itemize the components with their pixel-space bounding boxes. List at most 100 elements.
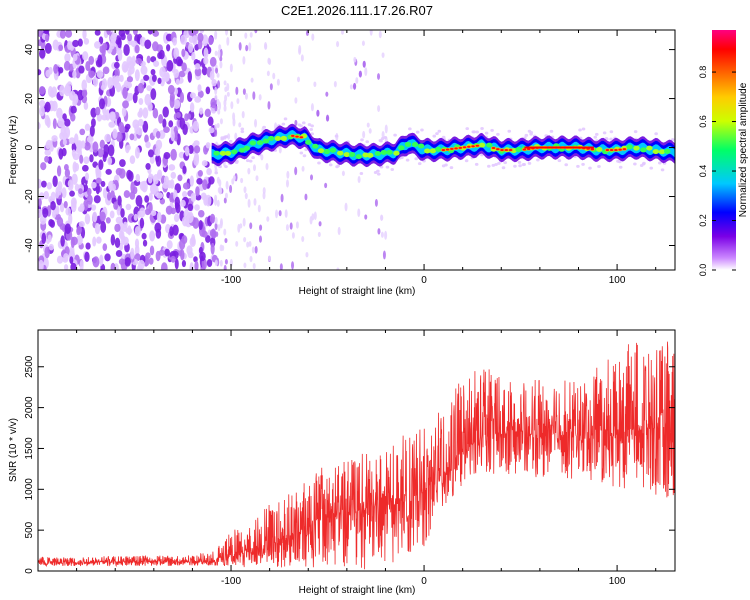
- faint-speckle: [325, 91, 329, 97]
- noise-speckle: [205, 86, 211, 95]
- noise-speckle: [48, 219, 54, 227]
- faint-speckle: [217, 80, 221, 89]
- noise-speckle: [137, 118, 144, 127]
- noise-speckle: [194, 67, 202, 77]
- noise-speckle: [41, 232, 47, 245]
- faint-speckle: [253, 164, 257, 172]
- faint-speckle: [224, 238, 228, 244]
- noise-speckle: [107, 77, 114, 89]
- signal-core-red: [450, 147, 454, 150]
- band-halo-dot: [594, 132, 599, 136]
- faint-speckle: [275, 209, 279, 219]
- noise-speckle: [90, 118, 96, 128]
- faint-speckle: [242, 88, 246, 95]
- faint-speckle: [344, 202, 348, 212]
- signal-blob: [417, 143, 425, 149]
- signal-blob: [404, 141, 412, 147]
- signal-blob: [274, 136, 282, 142]
- noise-speckle: [89, 154, 94, 163]
- noise-speckle: [201, 160, 208, 167]
- noise-speckle: [75, 140, 83, 149]
- noise-speckle: [139, 181, 146, 191]
- noise-speckle: [46, 182, 52, 190]
- faint-speckle: [309, 216, 313, 225]
- noise-speckle: [168, 164, 176, 171]
- noise-speckle: [165, 205, 173, 215]
- band-halo-dot: [465, 127, 470, 131]
- noise-speckle: [150, 210, 157, 217]
- signal-core-red: [618, 148, 622, 151]
- band-halo-dot: [475, 130, 479, 134]
- faint-speckle: [294, 97, 298, 104]
- signal-core-red: [454, 147, 458, 150]
- band-halo-dot: [494, 162, 498, 166]
- band-halo-dot: [408, 127, 412, 131]
- noise-speckle: [70, 262, 77, 270]
- band-halo-dot: [604, 136, 609, 140]
- faint-speckle: [254, 30, 258, 34]
- noise-speckle: [149, 245, 155, 256]
- noise-speckle: [211, 79, 217, 87]
- faint-speckle: [377, 228, 381, 235]
- faint-speckle: [216, 72, 220, 78]
- noise-speckle: [173, 99, 181, 110]
- noise-speckle: [175, 112, 181, 119]
- band-halo-dot: [334, 134, 339, 138]
- noise-speckle: [199, 30, 205, 34]
- noise-speckle: [99, 139, 105, 149]
- faint-speckle: [225, 30, 229, 36]
- noise-speckle: [83, 101, 89, 110]
- noise-speckle: [102, 66, 110, 75]
- colorbar-label: Normalized spectral amplitude: [738, 82, 749, 217]
- y-tick-label: 2000: [24, 396, 35, 419]
- noise-speckle: [107, 157, 113, 166]
- noise-speckle: [91, 204, 97, 211]
- noise-speckle: [179, 91, 185, 103]
- band-halo-dot: [328, 163, 333, 167]
- faint-speckle: [313, 81, 317, 88]
- faint-speckle: [265, 163, 269, 171]
- noise-speckle: [153, 60, 160, 68]
- noise-speckle: [82, 51, 89, 61]
- noise-speckle: [58, 44, 64, 52]
- signal-blob: [305, 139, 312, 145]
- noise-speckle: [142, 120, 149, 133]
- band-halo-dot: [390, 168, 395, 172]
- noise-speckle: [178, 70, 186, 78]
- noise-speckle: [84, 213, 91, 225]
- faint-speckle: [224, 94, 228, 102]
- noise-speckle: [70, 105, 77, 114]
- noise-speckle: [81, 89, 88, 98]
- band-halo-dot: [641, 162, 646, 166]
- noise-speckle: [111, 31, 118, 39]
- noise-speckle: [95, 106, 101, 116]
- signal-core-red: [590, 148, 595, 151]
- noise-speckle: [106, 30, 111, 35]
- noise-speckle: [45, 69, 51, 78]
- faint-speckle: [258, 235, 262, 243]
- faint-speckle: [214, 32, 218, 40]
- band-halo-dot: [248, 159, 253, 163]
- band-halo-dot: [657, 161, 662, 165]
- noise-speckle: [57, 185, 62, 196]
- band-halo-dot: [564, 163, 569, 167]
- noise-speckle: [208, 127, 215, 134]
- noise-speckle: [203, 56, 209, 65]
- noise-speckle: [86, 187, 92, 196]
- faint-speckle: [357, 208, 361, 218]
- faint-speckle: [218, 44, 222, 51]
- band-halo-dot: [609, 137, 613, 141]
- faint-speckle: [318, 221, 322, 227]
- noise-speckle: [173, 47, 180, 60]
- noise-speckle: [138, 259, 145, 270]
- noise-speckle: [45, 141, 51, 150]
- noise-speckle: [120, 208, 125, 218]
- noise-speckle: [44, 101, 51, 113]
- upper-streak: [316, 109, 320, 117]
- noise-speckle: [164, 248, 170, 257]
- faint-speckle: [362, 130, 366, 139]
- noise-speckle: [151, 74, 157, 82]
- spectrogram-panel: -100 0 100 -40 -20 0 20 40 Height of straight l…: [8, 29, 676, 297]
- faint-speckle: [333, 81, 337, 88]
- noise-speckle: [193, 145, 201, 154]
